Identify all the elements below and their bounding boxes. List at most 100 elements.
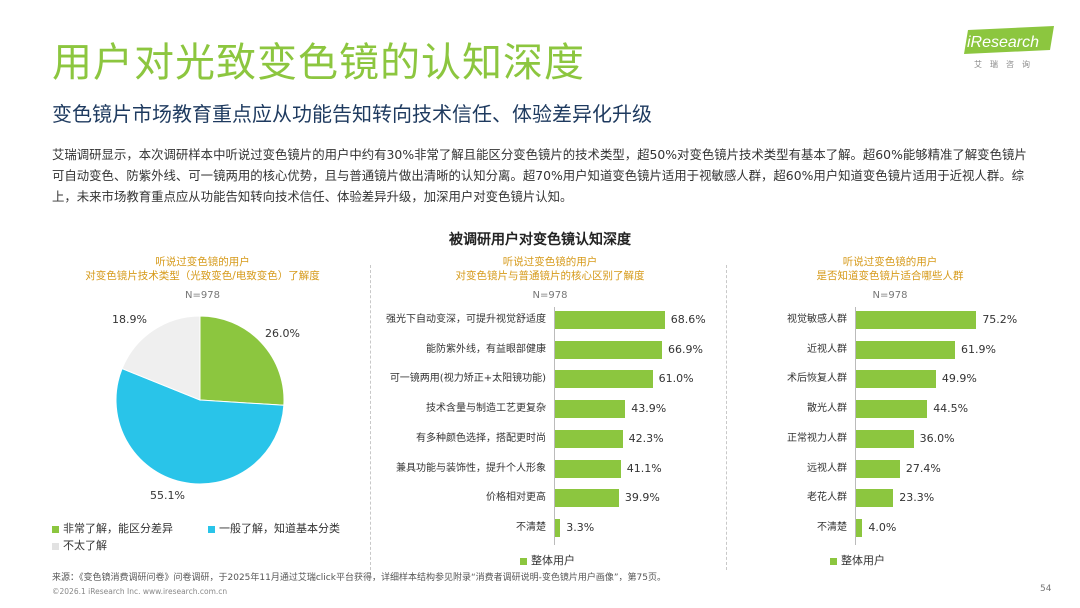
bar [555, 400, 626, 419]
bar-axis [855, 307, 856, 545]
bar2-sample-size: N=978 [872, 290, 908, 301]
bar-value-label: 42.3% [628, 431, 664, 445]
bar-category-label: 近视人群 [807, 343, 847, 355]
bar-category-label: 有多种颜色选择，搭配更时尚 [416, 432, 546, 444]
source-note: 来源：《变色镜消费调研问卷》问卷调研，于2025年11月通过艾瑞click平台获… [52, 573, 666, 583]
page-subtitle: 变色镜片市场教育重点应从功能告知转向技术信任、体验差异化升级 [52, 102, 652, 126]
page-number: 54 [1040, 584, 1052, 594]
bar [555, 489, 619, 508]
bar1-panel-title: 听说过变色镜的用户 对变色镜片与普通镜片的核心区别了解度 [375, 255, 725, 283]
bar [856, 429, 914, 448]
bar-chart-target-groups: 视觉敏感人群 75.2% 近视人群 61.9% 术后恢复人群 49.9% 散光人群 44.5%… [730, 0, 1060, 608]
bar [856, 489, 894, 508]
bar-category-label: 散光人群 [807, 403, 847, 415]
pie-slice [115, 367, 285, 485]
bar-row: 价格相对更高 39.9% [375, 489, 725, 508]
bar-value-label: 27.4% [905, 461, 941, 475]
bar-category-label: 技术含量与制造工艺更复杂 [426, 403, 546, 415]
bar-value-label: 44.5% [933, 402, 969, 416]
logo-subtext: 艾瑞咨询 [974, 60, 1038, 69]
pie-sample-size: N=978 [185, 290, 220, 301]
legend-label: 一般了解，知道基本分类 [219, 522, 340, 535]
bar1-panel-title-line2: 对变色镜片与普通镜片的核心区别了解度 [455, 270, 645, 282]
bar-row: 正常视力人群 36.0% [730, 429, 1060, 448]
copyright: ©2026.1 iResearch Inc. www.iresearch.com… [52, 587, 228, 596]
bar-value-label: 23.3% [899, 491, 935, 505]
bar-category-label: 术后恢复人群 [787, 373, 847, 385]
bar [856, 400, 928, 419]
pie-legend-item: 不太了解 [52, 537, 107, 553]
bar-value-label: 68.6% [670, 313, 706, 326]
bar-value-label: 41.1% [626, 461, 662, 475]
bar2-panel-title: 听说过变色镜的用户 是否知道变色镜片适合哪些人群 [730, 255, 1050, 283]
bar-row: 有多种颜色选择，搭配更时尚 42.3% [375, 429, 725, 448]
legend-swatch [830, 557, 837, 565]
bar2-panel-title-line2: 是否知道变色镜片适合哪些人群 [816, 270, 964, 282]
pie-chart [115, 315, 285, 485]
bar-value-label: 3.3% [566, 520, 595, 534]
pie-slice-label: 26.0% [265, 327, 300, 340]
page-title: 用户对光致变色镜的认知深度 [52, 40, 585, 86]
bar-legend: 整体用户 [830, 552, 885, 568]
legend-label: 整体用户 [841, 554, 885, 567]
bar [856, 518, 863, 537]
bar-category-label: 能防紫外线，有益眼部健康 [426, 343, 546, 355]
bar [555, 370, 653, 389]
bar-row: 不清楚 4.0% [730, 518, 1060, 537]
intro-paragraph: 艾瑞调研显示，本次调研样本中听说过变色镜片的用户中约有30%非常了解且能区分变色… [52, 147, 1027, 204]
bar [555, 459, 621, 478]
bar-category-label: 可一镜两用(视力矫正+太阳镜功能) [389, 373, 546, 385]
bar-value-label: 4.0% [868, 520, 897, 534]
bar-row: 老花人群 23.3% [730, 489, 1060, 508]
legend-label: 整体用户 [531, 554, 575, 567]
bar-row: 能防紫外线，有益眼部健康 66.9% [375, 340, 725, 359]
bar-value-label: 36.0% [919, 431, 955, 445]
bar-row: 强光下自动变深，可提升视觉舒适度 68.6% [375, 311, 725, 329]
bar-category-label: 兼具功能与装饰性，提升个人形象 [396, 462, 546, 474]
bar-chart-core-difference: 强光下自动变深，可提升视觉舒适度 68.6% 能防紫外线，有益眼部健康 66.9% 可一… [375, 0, 725, 608]
bar-axis [554, 307, 555, 545]
bar2-panel-title-line1: 听说过变色镜的用户 [842, 256, 938, 268]
bar [555, 311, 665, 329]
legend-swatch [520, 557, 527, 565]
svg-text:iResearch: iResearch [967, 34, 1039, 51]
bar-category-label: 不清楚 [516, 521, 546, 533]
bar-row: 可一镜两用(视力矫正+太阳镜功能) 61.0% [375, 370, 725, 389]
bar-value-label: 49.9% [941, 372, 977, 386]
bar-row: 不清楚 3.3% [375, 518, 725, 537]
bar1-sample-size: N=978 [532, 290, 568, 301]
bar-category-label: 价格相对更高 [486, 492, 546, 504]
bar-legend: 整体用户 [520, 552, 575, 568]
bar-row: 远视人群 27.4% [730, 459, 1060, 478]
panel-divider [726, 265, 727, 570]
bar-value-label: 66.9% [668, 342, 703, 356]
bar-category-label: 视觉敏感人群 [787, 314, 847, 325]
bar-value-label: 61.9% [961, 342, 996, 356]
pie-slice [199, 315, 285, 406]
iresearch-logo: iResearch 艾瑞咨询 [962, 26, 1058, 72]
bar-row: 兼具功能与装饰性，提升个人形象 41.1% [375, 459, 725, 478]
pie-legend-item: 非常了解，能区分差异 [52, 520, 173, 536]
bar-row: 技术含量与制造工艺更复杂 43.9% [375, 400, 725, 419]
bar-value-label: 39.9% [624, 491, 660, 505]
bar-row: 近视人群 61.9% [730, 340, 1060, 359]
bar1-panel-title-line1: 听说过变色镜的用户 [502, 256, 598, 268]
pie-legend-item: 一般了解，知道基本分类 [208, 520, 340, 536]
bar-row: 散光人群 44.5% [730, 400, 1060, 419]
bar-value-label: 61.0% [658, 372, 694, 386]
bar [856, 459, 900, 478]
bar [555, 340, 663, 359]
bar-category-label: 老花人群 [807, 492, 847, 504]
legend-label: 非常了解，能区分差异 [63, 522, 173, 535]
bar [856, 340, 956, 359]
bar-row: 视觉敏感人群 75.2% [730, 311, 1060, 329]
pie-panel-title-line1: 听说过变色镜的用户 [155, 256, 250, 268]
legend-swatch [52, 542, 59, 550]
bar-category-label: 强光下自动变深，可提升视觉舒适度 [386, 314, 546, 325]
bar [856, 370, 936, 389]
bar [555, 518, 561, 537]
pie-panel-title-line2: 对变色镜片技术类型（光致变色/电致变色）了解度 [85, 270, 320, 282]
bar-category-label: 不清楚 [817, 521, 847, 533]
bar-value-label: 43.9% [631, 402, 667, 416]
panel-divider [370, 265, 371, 570]
